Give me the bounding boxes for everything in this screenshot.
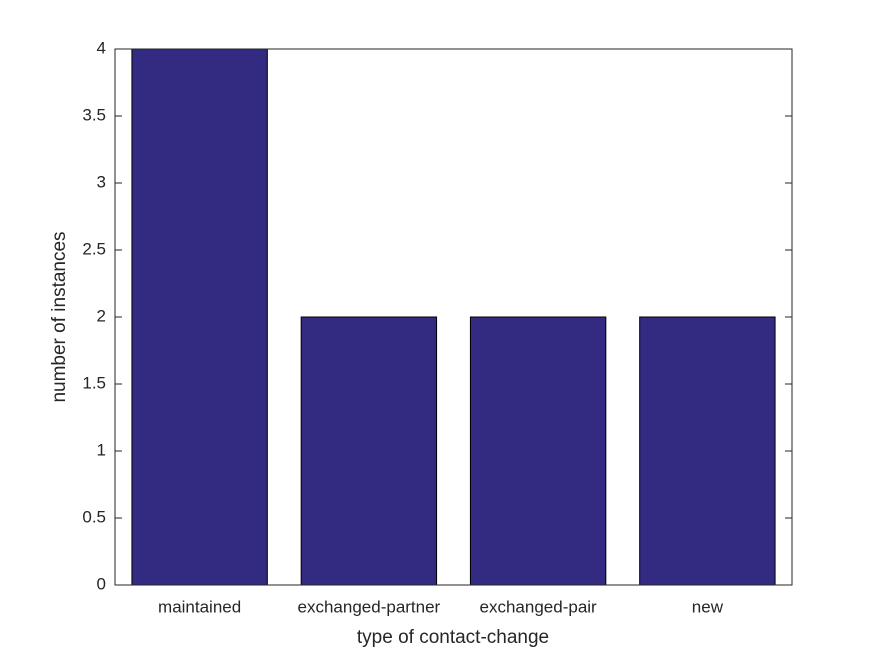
y-tick-label: 1 [97, 440, 106, 459]
y-axis-label: number of instances [49, 231, 70, 402]
y-tick-label: 1.5 [82, 373, 106, 392]
x-tick-label: new [692, 597, 724, 616]
x-tick-label: maintained [158, 597, 241, 616]
y-tick-label: 3.5 [82, 105, 106, 124]
bar [639, 316, 776, 586]
y-tick-label: 4 [97, 38, 106, 57]
x-axis-label: type of contact-change [357, 627, 549, 648]
y-tick-label: 3 [97, 172, 106, 191]
bar [469, 316, 607, 586]
y-tick-label: 0 [97, 574, 106, 593]
x-tick-label: exchanged-partner [298, 597, 441, 616]
x-tick-label: exchanged-pair [480, 597, 598, 616]
y-tick-label: 2 [97, 306, 106, 325]
y-tick-label: 2.5 [82, 239, 106, 258]
y-tick-label: 0.5 [82, 507, 106, 526]
axes-box [114, 48, 793, 586]
bar [131, 48, 268, 586]
bar [300, 316, 438, 586]
